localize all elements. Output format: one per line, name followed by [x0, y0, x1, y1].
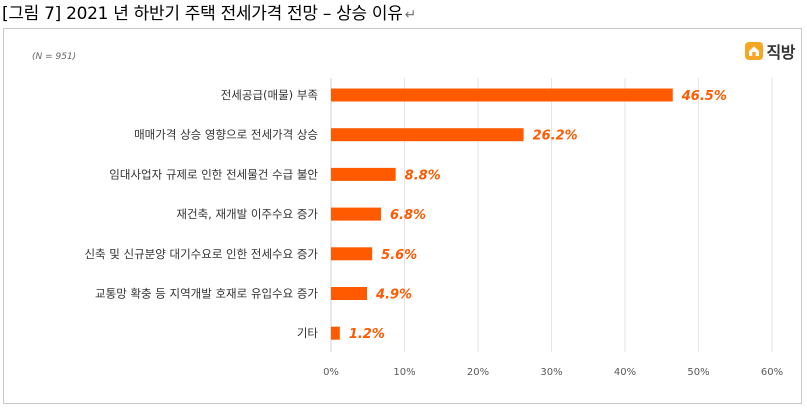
x-tick-label: 30% — [540, 367, 562, 378]
brand-name: 직방 — [766, 43, 796, 62]
x-tick-label: 10% — [393, 367, 415, 378]
figure-caption: [그림 7] 2021 년 하반기 주택 전세가격 전망 – 상승 이유 ↵ — [2, 2, 416, 26]
bar — [331, 128, 524, 142]
category-label: 전세공급(매물) 부족 — [221, 88, 318, 102]
data-label: 46.5% — [681, 89, 727, 104]
category-label: 신축 및 신규분양 대기수요로 인한 전세수요 증가 — [84, 247, 318, 261]
data-label: 26.2% — [533, 129, 578, 144]
caption-text: [그림 7] 2021 년 하반기 주택 전세가격 전망 – 상승 이유 — [2, 4, 403, 24]
category-label: 기타 — [297, 326, 319, 340]
data-label: 8.8% — [405, 168, 441, 183]
bar — [331, 287, 368, 300]
data-label: 4.9% — [375, 288, 412, 303]
bar — [331, 207, 381, 221]
data-label: 1.2% — [349, 327, 385, 342]
house-logo-icon — [744, 42, 763, 60]
x-tick-label: 20% — [467, 367, 489, 378]
x-tick-label: 50% — [687, 367, 709, 378]
brand-logo: 직방 — [744, 40, 796, 62]
data-label: 5.6% — [381, 248, 417, 263]
x-tick-label: 0% — [323, 367, 339, 378]
x-tick-label: 40% — [614, 367, 636, 378]
sample-size-note: (N = 951) — [32, 52, 77, 62]
data-label: 6.8% — [390, 208, 426, 223]
category-label: 임대사업자 규제로 인한 전세물건 수급 불안 — [109, 167, 318, 181]
return-mark: ↵ — [404, 7, 417, 23]
category-label: 교통망 확충 등 지역개발 호재로 유입수요 증가 — [95, 287, 318, 301]
bar — [331, 88, 673, 102]
x-tick-label: 60% — [761, 367, 783, 378]
category-label: 재건축, 재개발 이주수요 증가 — [176, 207, 318, 221]
bar — [331, 247, 373, 261]
category-label: 매매가격 상승 영향으로 전세가격 상승 — [134, 128, 318, 142]
bar — [331, 167, 396, 181]
bar — [331, 326, 340, 340]
